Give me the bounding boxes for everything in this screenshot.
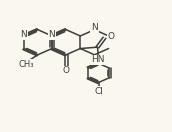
Text: CH₃: CH₃ bbox=[19, 60, 34, 69]
Text: O: O bbox=[108, 32, 115, 41]
Text: N: N bbox=[49, 30, 55, 39]
Text: HN: HN bbox=[91, 55, 104, 65]
Text: N: N bbox=[20, 30, 27, 39]
Text: O: O bbox=[63, 66, 70, 75]
Text: Cl: Cl bbox=[94, 87, 103, 96]
Text: N: N bbox=[91, 23, 98, 32]
